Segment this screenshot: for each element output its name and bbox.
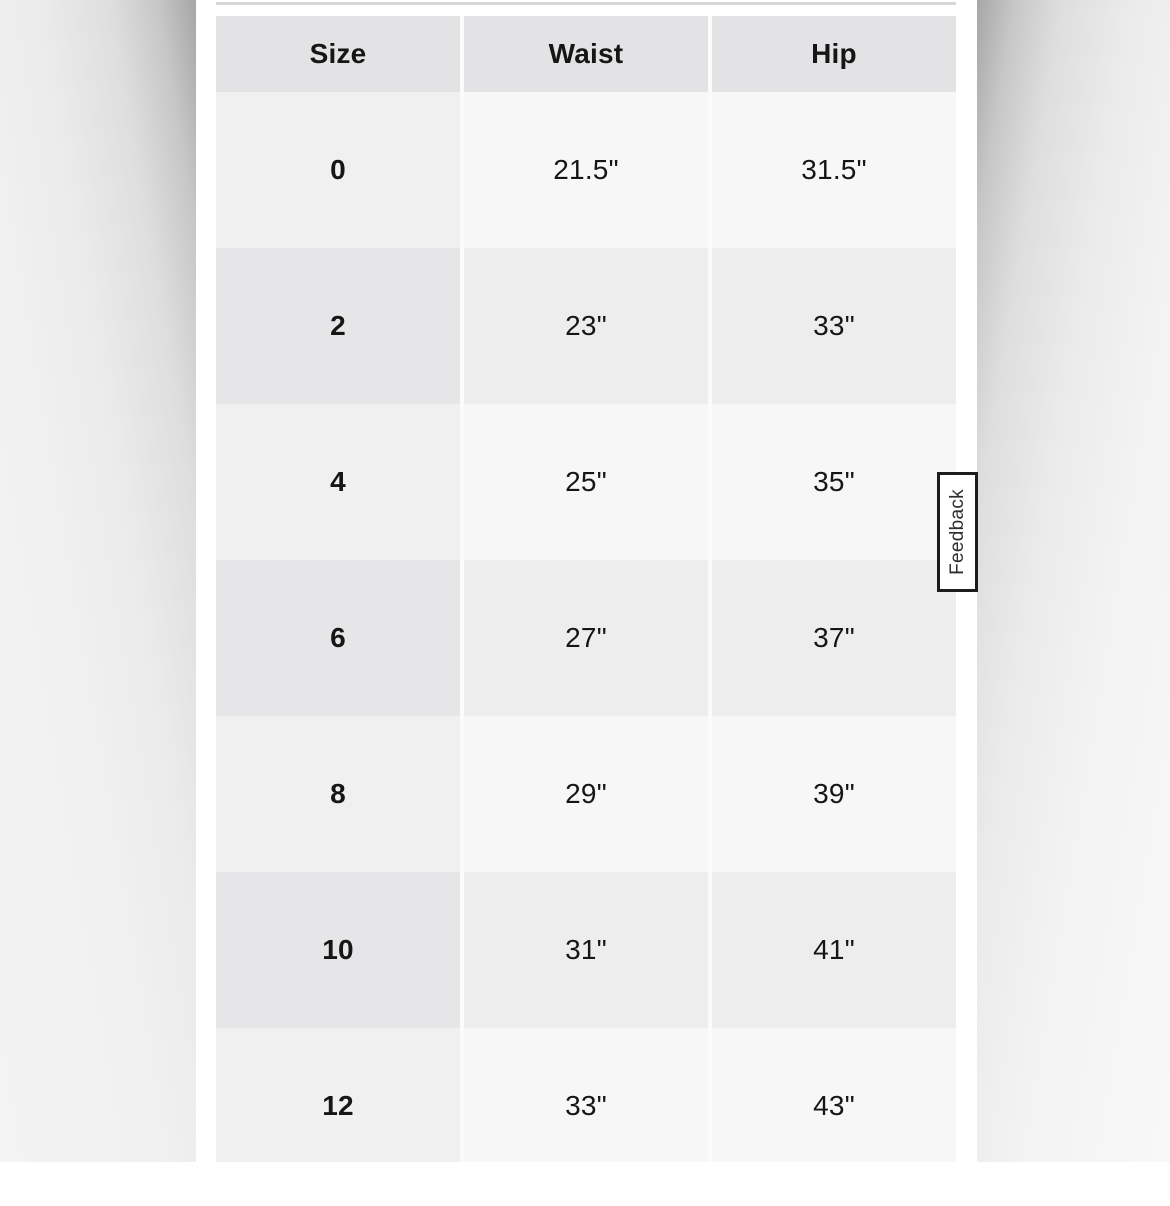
cell-waist: 33": [460, 1028, 708, 1162]
table-row-size-6: 6 27" 37": [216, 560, 956, 716]
top-divider: [216, 2, 956, 5]
cell-hip: 43": [708, 1028, 956, 1162]
cell-hip: 39": [708, 716, 956, 872]
cell-size: 0: [216, 92, 460, 248]
table-row-size-2: 2 23" 33": [216, 248, 956, 404]
cell-waist: 25": [460, 404, 708, 560]
cell-size: 2: [216, 248, 460, 404]
header-waist: Waist: [460, 16, 708, 92]
feedback-label: Feedback: [946, 489, 968, 575]
table-row-size-12: 12 33" 43": [216, 1028, 956, 1162]
cell-waist: 21.5": [460, 92, 708, 248]
cell-waist: 31": [460, 872, 708, 1028]
size-chart-table: Size Waist Hip 0 21.5" 31.5" 2 23" 33" 4…: [216, 16, 956, 1162]
header-size: Size: [216, 16, 460, 92]
cell-waist: 29": [460, 716, 708, 872]
cell-size: 4: [216, 404, 460, 560]
content-area: Size Waist Hip 0 21.5" 31.5" 2 23" 33" 4…: [196, 0, 977, 1162]
cell-waist: 23": [460, 248, 708, 404]
cell-hip: 35": [708, 404, 956, 560]
table-row-size-8: 8 29" 39": [216, 716, 956, 872]
cell-waist: 27": [460, 560, 708, 716]
cell-hip: 41": [708, 872, 956, 1028]
cell-hip: 33": [708, 248, 956, 404]
table-header-row: Size Waist Hip: [216, 16, 956, 92]
left-shadow-gutter: [0, 0, 196, 1162]
cell-size: 12: [216, 1028, 460, 1162]
cell-hip: 31.5": [708, 92, 956, 248]
cell-size: 8: [216, 716, 460, 872]
cell-size: 10: [216, 872, 460, 1028]
feedback-button[interactable]: Feedback: [937, 472, 978, 592]
cell-size: 6: [216, 560, 460, 716]
cell-hip: 37": [708, 560, 956, 716]
table-row-size-0: 0 21.5" 31.5": [216, 92, 956, 248]
table-row-size-4: 4 25" 35": [216, 404, 956, 560]
header-hip: Hip: [708, 16, 956, 92]
right-shadow-gutter: [977, 0, 1170, 1162]
table-row-size-10: 10 31" 41": [216, 872, 956, 1028]
